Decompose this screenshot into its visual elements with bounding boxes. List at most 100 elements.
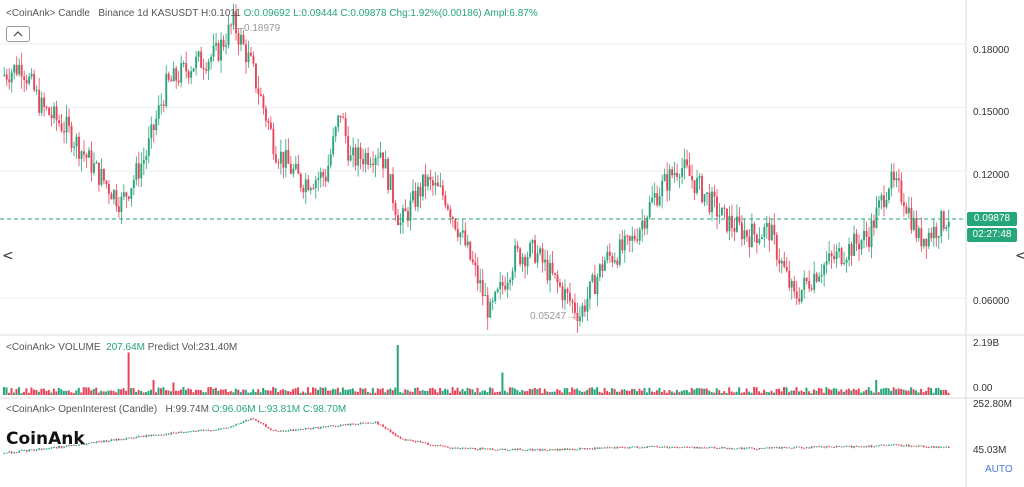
candle-body xyxy=(606,251,609,261)
candle-body xyxy=(122,192,125,197)
oi-candle-body xyxy=(760,448,763,449)
volume-bar xyxy=(32,389,35,395)
oi-candle-body xyxy=(165,433,168,435)
candle-body xyxy=(439,185,442,187)
oi-candle-body xyxy=(337,426,340,428)
oi-candle-body xyxy=(270,428,272,430)
oi-candle-body xyxy=(698,447,701,449)
volume-bar xyxy=(349,389,352,395)
oi-candle-body xyxy=(175,432,178,434)
oi-candle-body xyxy=(758,448,761,450)
candle-body xyxy=(559,282,561,287)
candle-body xyxy=(105,180,108,185)
oi-candle-body xyxy=(95,441,98,443)
candle-body xyxy=(668,169,671,191)
volume-bar xyxy=(145,392,148,395)
candle-body xyxy=(843,262,846,265)
volume-bar xyxy=(583,391,586,395)
oi-candle-body xyxy=(222,427,225,429)
oi-candle-body xyxy=(768,447,771,449)
candle-body xyxy=(324,176,327,182)
candle-body xyxy=(626,235,629,237)
oi-candle-body xyxy=(252,418,255,420)
oi-candle-body xyxy=(673,446,676,448)
candle-body xyxy=(808,281,811,289)
oi-candle-body xyxy=(850,445,853,448)
oi-candle-body xyxy=(681,447,683,449)
volume-bar xyxy=(344,389,347,395)
oi-candle-body xyxy=(845,445,848,447)
oi-candle-body xyxy=(843,446,845,448)
volume-bar xyxy=(546,391,549,395)
oi-candle-body xyxy=(661,446,664,448)
volume-bar xyxy=(935,388,938,395)
volume-bar xyxy=(214,387,217,395)
auto-scale-button[interactable]: AUTO xyxy=(985,464,1013,475)
volume-bar xyxy=(219,389,222,395)
volume-title: <CoinAnk> VOLUME xyxy=(6,342,101,353)
volume-bar xyxy=(533,388,536,395)
oi-candle-body xyxy=(638,447,641,449)
volume-bar xyxy=(531,389,534,395)
oi-candle-body xyxy=(394,433,397,436)
volume-bar xyxy=(321,388,324,395)
volume-bar xyxy=(426,390,429,395)
volume-bar xyxy=(606,391,609,395)
volume-bar xyxy=(663,390,666,395)
low-marker-value: 0.05247 xyxy=(530,311,567,322)
candle-body xyxy=(257,88,260,95)
oi-candle-body xyxy=(833,447,835,448)
candle-body xyxy=(232,11,235,26)
candle-body xyxy=(738,216,741,223)
volume-bar xyxy=(660,392,663,395)
volume-bar xyxy=(172,382,175,395)
volume-bar xyxy=(822,392,825,395)
scroll-right-icon[interactable]: < xyxy=(1015,248,1024,264)
oi-candle-body xyxy=(544,449,546,451)
volume-bar xyxy=(780,391,783,395)
volume-bar xyxy=(491,388,494,395)
oi-candle-body xyxy=(883,444,885,446)
candle-body xyxy=(838,248,841,252)
volume-bar xyxy=(516,389,519,395)
oi-candle-body xyxy=(48,448,50,450)
candle-body xyxy=(479,280,482,284)
volume-bars xyxy=(3,345,950,395)
volume-bar xyxy=(683,390,686,395)
volume-bar xyxy=(862,391,865,395)
candle-body xyxy=(117,206,120,213)
volume-bar xyxy=(825,387,828,395)
volume-bar xyxy=(882,388,885,395)
candle-body xyxy=(526,256,529,267)
candle-body xyxy=(60,123,63,132)
candle-body xyxy=(536,253,539,263)
candle-body xyxy=(337,115,340,128)
volume-bar xyxy=(945,389,948,395)
volume-bar xyxy=(70,392,73,395)
header-high: H:0.1011 xyxy=(200,8,241,19)
oi-candle-body xyxy=(688,447,691,449)
volume-bar xyxy=(411,391,414,395)
oi-candle-body xyxy=(352,423,355,425)
candle-body xyxy=(703,194,706,203)
candle-body xyxy=(309,188,312,191)
volume-bar xyxy=(743,392,746,395)
candle-body xyxy=(940,211,943,237)
oi-candle-body xyxy=(621,447,624,448)
volume-bar xyxy=(207,387,210,395)
candle-body xyxy=(696,178,698,193)
candle-body xyxy=(726,208,728,232)
candle-body xyxy=(259,94,262,97)
candle-body xyxy=(332,136,335,155)
oi-candle-body xyxy=(289,429,292,431)
volume-bar xyxy=(845,389,848,395)
candle-body xyxy=(287,149,290,164)
collapse-button[interactable] xyxy=(6,26,30,42)
oi-candle-body xyxy=(172,432,175,434)
scroll-left-icon[interactable]: < xyxy=(2,248,14,264)
volume-bar xyxy=(728,387,731,395)
oi-candle-body xyxy=(708,447,711,448)
oi-candle-body xyxy=(332,425,335,427)
